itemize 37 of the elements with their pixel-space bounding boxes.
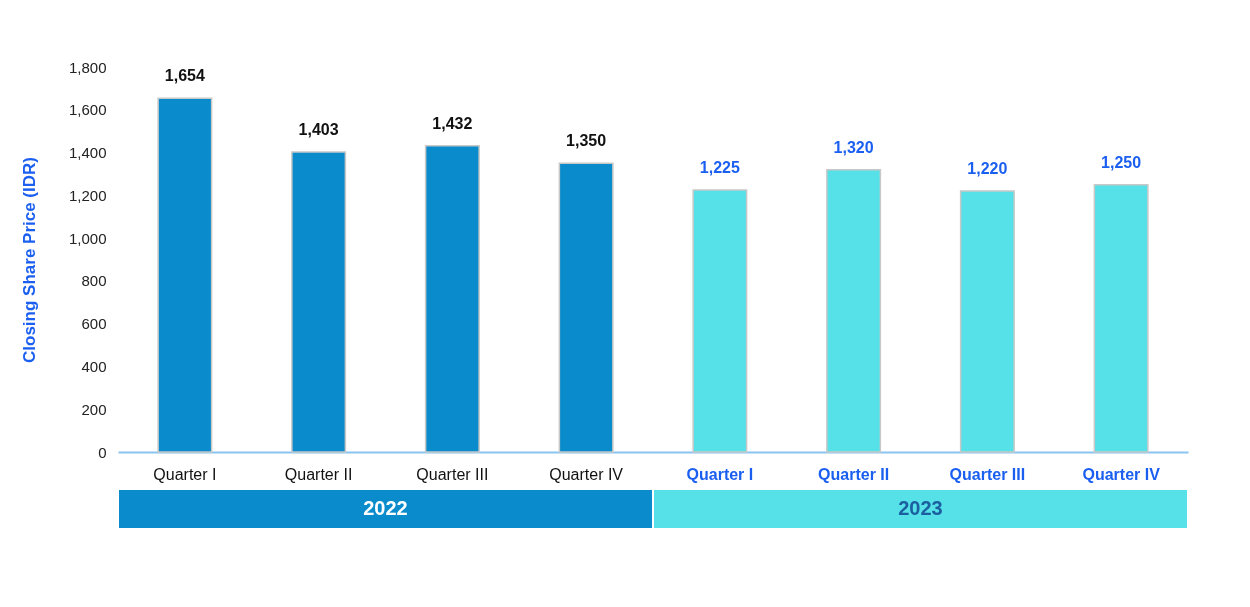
y-tick-label: 200: [81, 400, 107, 418]
x-tick-label: Quarter I: [686, 465, 754, 483]
bar: [558, 162, 614, 453]
y-tick-label: 1,200: [68, 186, 107, 204]
bar: [959, 190, 1015, 453]
y-tick-label: 0: [98, 443, 107, 461]
data-label: 1,432: [432, 114, 473, 132]
x-tick-label: Quarter IV: [549, 465, 624, 483]
y-tick-label: 1,600: [68, 101, 107, 119]
x-tick-label: Quarter III: [416, 465, 489, 483]
bar: [826, 168, 882, 453]
data-label: 1,225: [699, 158, 740, 176]
y-tick-label: 400: [81, 357, 107, 375]
y-tick-label: 1,800: [68, 58, 107, 76]
y-tick-label: 1,000: [68, 229, 107, 247]
x-tick-label: Quarter I: [153, 465, 217, 483]
x-tick-label: Quarter II: [284, 465, 353, 483]
y-tick-label: 600: [81, 315, 107, 333]
data-label: 1,403: [298, 120, 339, 138]
bar: [157, 97, 213, 453]
bar: [1093, 183, 1149, 453]
data-label: 1,250: [1101, 153, 1142, 171]
data-label: 1,654: [164, 67, 205, 85]
bar: [692, 189, 748, 453]
y-axis-title: Closing Share Price (IDR): [19, 157, 39, 363]
x-tick-label: Quarter III: [949, 465, 1026, 483]
text: 2022: [363, 497, 408, 519]
data-label: 1,220: [967, 160, 1008, 178]
y-tick-label: 1,400: [68, 144, 107, 162]
y-tick-label: 800: [81, 272, 107, 290]
x-tick-label: Quarter IV: [1082, 465, 1161, 483]
text: 2023: [898, 497, 943, 519]
bar: [291, 151, 347, 453]
x-tick-label: Quarter II: [818, 465, 890, 483]
data-label: 1,320: [833, 138, 874, 156]
bar: [424, 144, 480, 453]
data-label: 1,350: [566, 132, 607, 150]
